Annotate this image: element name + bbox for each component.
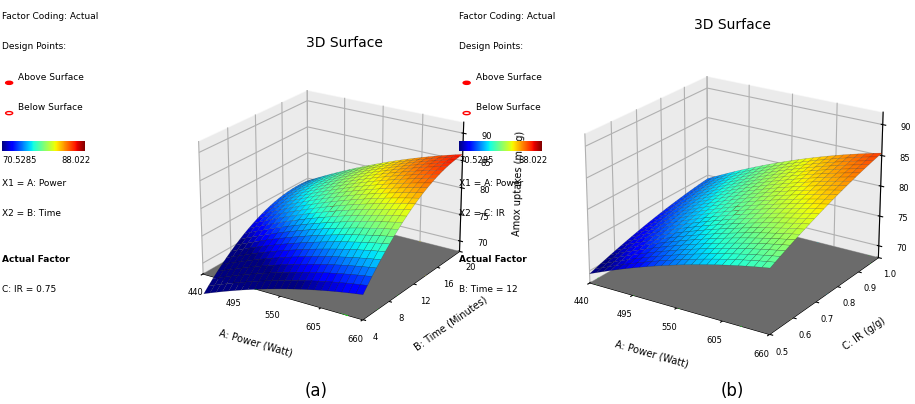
Text: Actual Factor: Actual Factor <box>459 255 527 263</box>
Text: 88.022: 88.022 <box>519 156 548 164</box>
Y-axis label: B: Time (Minutes): B: Time (Minutes) <box>413 295 489 353</box>
Text: Factor Coding: Actual: Factor Coding: Actual <box>2 12 98 21</box>
X-axis label: A: Power (Watt): A: Power (Watt) <box>614 339 690 370</box>
Text: Design Points:: Design Points: <box>2 42 66 51</box>
Text: Below Surface: Below Surface <box>18 103 83 112</box>
Text: Design Points:: Design Points: <box>459 42 523 51</box>
X-axis label: A: Power (Watt): A: Power (Watt) <box>218 327 293 358</box>
Text: X1 = A: Power: X1 = A: Power <box>459 179 523 188</box>
Text: 88.022: 88.022 <box>61 156 91 164</box>
Text: Actual Factor: Actual Factor <box>2 255 70 263</box>
Text: X2 = C: IR: X2 = C: IR <box>459 209 505 218</box>
Text: B: Time = 12: B: Time = 12 <box>459 285 518 294</box>
Text: 70.5285: 70.5285 <box>2 156 37 164</box>
Title: 3D Surface: 3D Surface <box>694 18 770 32</box>
Text: 70.5285: 70.5285 <box>459 156 494 164</box>
Text: Below Surface: Below Surface <box>476 103 541 112</box>
Text: Above Surface: Above Surface <box>18 73 84 82</box>
Text: Above Surface: Above Surface <box>476 73 542 82</box>
Text: (b): (b) <box>720 382 744 400</box>
Text: C: IR = 0.75: C: IR = 0.75 <box>2 285 56 294</box>
Title: 3D Surface: 3D Surface <box>306 36 382 50</box>
Text: X1 = A: Power: X1 = A: Power <box>2 179 66 188</box>
Text: (a): (a) <box>304 382 328 400</box>
Text: Factor Coding: Actual: Factor Coding: Actual <box>459 12 555 21</box>
Text: X2 = B: Time: X2 = B: Time <box>2 209 60 218</box>
Y-axis label: C: IR (g/g): C: IR (g/g) <box>841 316 887 352</box>
